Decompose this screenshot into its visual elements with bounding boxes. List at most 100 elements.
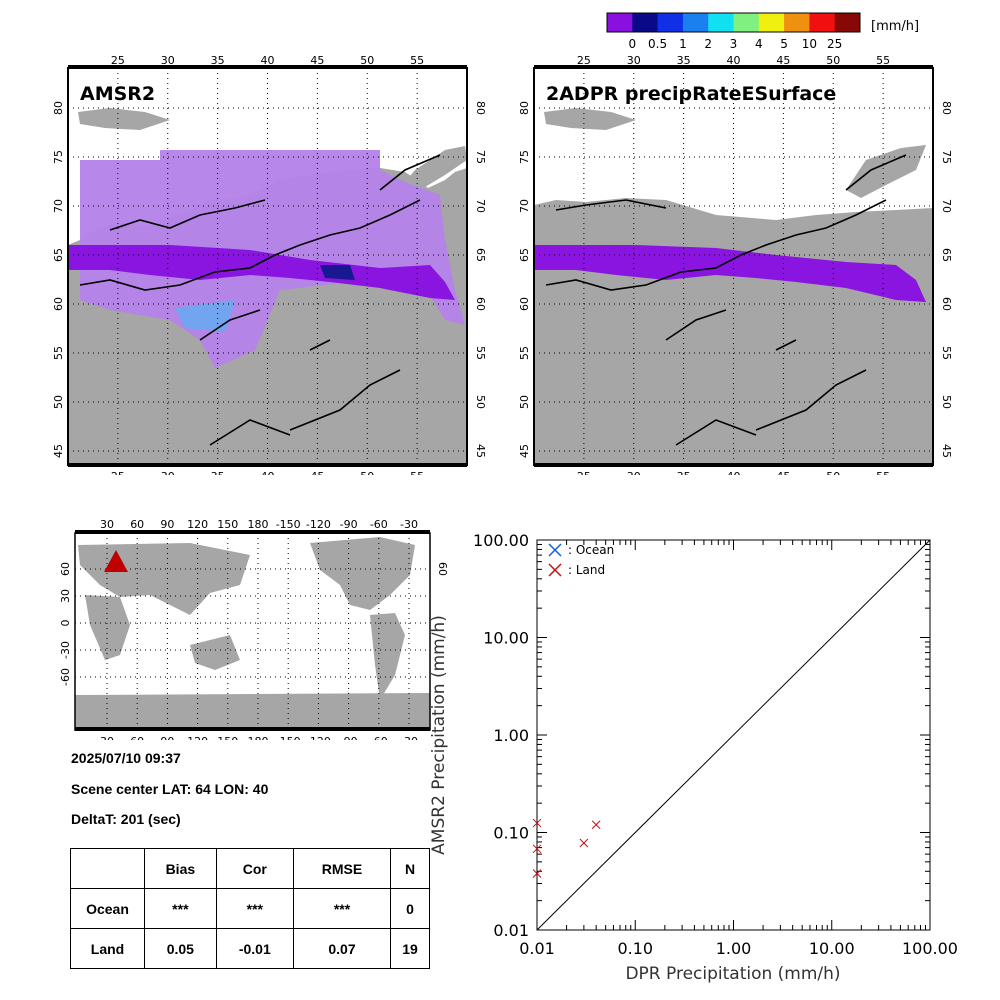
- lat-tick-label: 65: [518, 248, 531, 262]
- colorbar-unit: [mm/h]: [871, 19, 919, 34]
- y-tick-label: 0.01: [493, 921, 529, 940]
- lon-tick-label: 60: [130, 735, 144, 740]
- colorbar-tick: 1: [679, 37, 687, 51]
- legend-label: : Land: [568, 563, 605, 577]
- x-tick-label: 1.00: [716, 939, 752, 958]
- lon-tick-label: -60: [370, 735, 388, 740]
- colorbar-cell: [708, 13, 734, 32]
- colorbar: 0 0.5 1 2 3 4 5 10 25 [mm/h]: [606, 12, 919, 51]
- lon-tick-label: 40: [727, 470, 741, 475]
- table-cell: ***: [144, 888, 217, 929]
- lat-tick-label: 45: [940, 444, 953, 458]
- lat-tick-label: -30: [59, 641, 72, 659]
- header-bias: Bias: [144, 848, 217, 889]
- lon-tick-label: 180: [248, 518, 269, 531]
- land-mass: [85, 595, 130, 660]
- lat-tick-label: 60: [518, 297, 531, 311]
- lon-tick-label: -120: [306, 518, 331, 531]
- land-mass: [544, 108, 636, 130]
- scene-location-marker: [104, 550, 128, 572]
- lon-tick-label: 25: [111, 470, 125, 475]
- header-cor: Cor: [215, 848, 294, 889]
- lon-tick-label: 50: [360, 470, 374, 475]
- lat-tick-label: 45: [474, 444, 487, 458]
- colorbar-tick: 3: [730, 37, 738, 51]
- lat-tick-label: 55: [940, 346, 953, 360]
- scene-center: Scene center LAT: 64 LON: 40: [71, 781, 269, 797]
- precip-core: [175, 300, 235, 332]
- precip-core: [320, 265, 355, 280]
- amsr2-map: AMSR2 25 25 30 30 35 35 40 40 45 45 50 50 55 55 80 80 75…: [52, 54, 487, 475]
- lon-tick-label: 55: [410, 54, 424, 67]
- lon-tick-label: -30: [400, 518, 418, 531]
- table-cell: ***: [292, 888, 392, 929]
- table-cell: ***: [215, 888, 294, 929]
- lon-tick-label: 35: [211, 470, 225, 475]
- header-rmse: RMSE: [292, 848, 392, 889]
- lon-tick-label: 40: [261, 470, 275, 475]
- table-cell: 19: [390, 928, 430, 969]
- lat-tick-label: 80: [940, 101, 953, 115]
- table-row: Ocean *** *** *** 0: [70, 888, 430, 929]
- lat-tick-label: 60: [52, 297, 65, 311]
- land-mass: [310, 537, 415, 610]
- lon-tick-label: 30: [161, 54, 175, 67]
- lat-tick-label: 0: [59, 620, 72, 627]
- coastline: [79, 154, 441, 446]
- map-title: AMSR2: [80, 83, 155, 105]
- lat-tick-label: 60: [940, 297, 953, 311]
- lat-tick-label: 30: [59, 589, 72, 603]
- table-cell: -0.01: [215, 928, 294, 969]
- lat-tick-label: 65: [940, 248, 953, 262]
- lon-tick-label: -30: [400, 735, 418, 740]
- table-header-row: Bias Cor RMSE N: [70, 848, 430, 889]
- lat-tick-label: 75: [940, 150, 953, 164]
- lat-tick-label: 70: [518, 199, 531, 213]
- scene-delta-t: DeltaT: 201 (sec): [71, 811, 181, 827]
- lon-tick-label: 40: [727, 54, 741, 67]
- lon-tick-label: 35: [677, 54, 691, 67]
- scene-datetime: 2025/07/10 09:37: [71, 750, 181, 766]
- land-mass: [846, 145, 926, 198]
- lon-tick-label: 150: [217, 518, 238, 531]
- lon-tick-label: 30: [100, 735, 114, 740]
- lat-tick-label: 60: [474, 297, 487, 311]
- colorbar-tick: 5: [780, 37, 788, 51]
- lon-tick-label: 35: [211, 54, 225, 67]
- lat-tick-label: -60: [59, 668, 72, 686]
- lat-tick-label: 50: [518, 395, 531, 409]
- lon-tick-label: 90: [160, 735, 174, 740]
- colorbar-cell: [607, 13, 633, 32]
- lon-tick-label: 30: [627, 54, 641, 67]
- lon-tick-label: -60: [370, 518, 388, 531]
- lat-tick-label: 60: [436, 562, 449, 576]
- lon-tick-label: 45: [310, 54, 324, 67]
- lat-tick-label: 60: [59, 562, 72, 576]
- y-tick-label: 100.00: [473, 531, 529, 550]
- colorbar-cell: [657, 13, 684, 32]
- lat-tick-label: 70: [52, 199, 65, 213]
- legend-label: : Ocean: [568, 543, 614, 557]
- x-tick-label: 10.00: [809, 939, 855, 958]
- lon-tick-label: 120: [187, 518, 208, 531]
- y-axis-label: AMSR2 Precipitation (mm/h): [429, 615, 449, 855]
- one-to-one-line: [536, 539, 931, 931]
- colorbar-cell: [809, 13, 836, 32]
- lon-tick-label: 30: [627, 470, 641, 475]
- lon-tick-label: 45: [776, 54, 790, 67]
- lon-tick-label: 90: [160, 518, 174, 531]
- legend-marker: [548, 543, 562, 557]
- colorbar-tick: 4: [755, 37, 763, 51]
- lat-tick-label: 70: [940, 199, 953, 213]
- lon-tick-label: 55: [876, 470, 890, 475]
- lon-tick-label: 25: [111, 54, 125, 67]
- legend-marker: [548, 563, 562, 577]
- table-row: Land 0.05 -0.01 0.07 19: [70, 928, 430, 969]
- lon-tick-label: 180: [248, 735, 269, 740]
- lon-tick-label: -90: [340, 518, 358, 531]
- colorbar-cell: [758, 13, 785, 32]
- lon-tick-label: 50: [826, 54, 840, 67]
- table-cell: 0.07: [292, 928, 392, 969]
- lat-tick-label: 65: [474, 248, 487, 262]
- scatter-plot: 0.010.01 0.10 0.10 1.00 1.00 10.00 10.00 100.00…: [429, 531, 958, 984]
